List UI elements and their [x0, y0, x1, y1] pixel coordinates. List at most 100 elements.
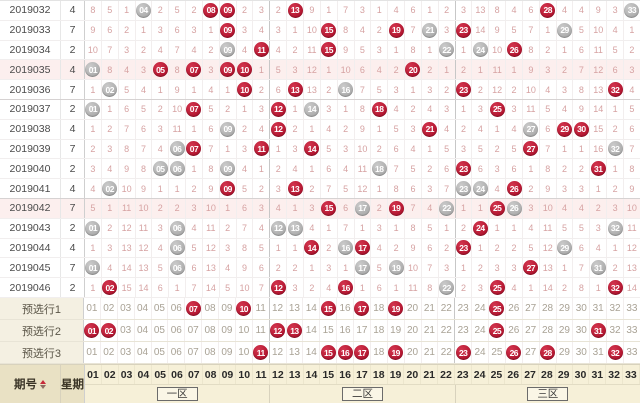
number-cell: 7 [405, 20, 422, 40]
column-number: 27 [524, 368, 536, 381]
red-ball: 02 [102, 280, 118, 296]
gray-ball: 29 [557, 240, 573, 256]
sort-icon[interactable] [40, 379, 46, 389]
number-cell: 3 [421, 179, 439, 198]
number-cell: 9 [405, 238, 422, 258]
gray-ball: 33 [624, 2, 640, 18]
number-cell: 11 [590, 40, 608, 60]
number-cell: 5 [118, 80, 136, 99]
miss-count: 2 [612, 183, 618, 194]
number-cell: 1 [270, 238, 288, 258]
number-cell: 10 [354, 139, 372, 159]
number-cell: 2 [303, 179, 321, 198]
miss-count: 6 [376, 282, 382, 293]
miss-count: 1 [376, 5, 382, 16]
number-cell: 5 [539, 99, 557, 119]
number-cell: 2 [152, 99, 170, 119]
number-cell: 1 [455, 258, 473, 278]
number-cell: 7 [101, 40, 119, 60]
number-cell: 4 [421, 99, 439, 119]
miss-count: 9 [309, 5, 315, 16]
number-cell: 01 [84, 320, 101, 341]
number-cell: 02 [100, 342, 118, 363]
number-cell: 6 [101, 20, 119, 40]
miss-count: 1 [343, 104, 349, 115]
miss-count: 3 [326, 262, 332, 273]
number-cell: 04 [135, 1, 153, 20]
number-cell: 4 [388, 99, 406, 119]
number-cell: 7 [573, 60, 591, 80]
miss-count: 1 [376, 124, 382, 135]
number-cell: 9 [522, 60, 540, 80]
miss-count: 15 [593, 124, 604, 135]
miss-count: 1 [191, 163, 197, 174]
number-cell: 31 [590, 258, 608, 278]
number-cell: 10 [169, 99, 187, 119]
miss-count: 5 [258, 242, 264, 253]
week-column-header: 星期 [61, 365, 85, 403]
miss-count: 1 [477, 203, 483, 214]
number-cell: 8 [405, 218, 422, 238]
number-cell: 14 [118, 258, 136, 278]
miss-count: 9 [410, 242, 416, 253]
miss-count: 2 [444, 242, 450, 253]
number-cell: 25 [489, 99, 507, 119]
miss-count: 12 [205, 242, 216, 253]
miss-count: 5 [343, 183, 349, 194]
miss-count: 1 [258, 163, 264, 174]
number-cell: 6 [472, 159, 490, 179]
miss-count: 2 [225, 223, 231, 234]
miss-count: 4 [225, 262, 231, 273]
zone-cell: 三区 [456, 385, 640, 403]
miss-count: 11 [408, 282, 418, 293]
number-cell: 09 [219, 40, 237, 60]
miss-count: 4 [511, 124, 517, 135]
miss-count: 7 [140, 143, 146, 154]
miss-count: 4 [545, 84, 551, 95]
red-ball: 32 [607, 345, 623, 360]
number-cell: 04 [135, 365, 153, 384]
miss-count: 6 [578, 44, 584, 55]
number-cell: 11 [253, 365, 270, 384]
number-cell: 3 [236, 20, 254, 40]
preselect-number: 16 [339, 325, 351, 336]
number-cell: 8 [354, 99, 372, 119]
number-cell: 6 [421, 238, 439, 258]
miss-count: 7 [393, 163, 399, 174]
miss-count: 3 [494, 163, 500, 174]
issue-column-header[interactable]: 期号 [0, 365, 61, 403]
miss-count: 3 [460, 5, 466, 16]
number-cell: 22 [438, 198, 456, 218]
number-cell: 32 [607, 320, 624, 341]
number-cell: 1 [85, 80, 102, 99]
preselect-row: 预选行2 01 02 03 04 05 06 07 08 09 10 11 12 13 14 15 16 17 18… [0, 320, 640, 342]
number-cell: 17 [354, 198, 372, 218]
number-cell: 22 [438, 298, 456, 319]
number-cell: 1 [287, 198, 304, 218]
miss-count: 3 [444, 104, 450, 115]
miss-count: 1 [107, 104, 113, 115]
number-cell: 1 [421, 139, 439, 159]
zone-cell: 一区 [85, 385, 271, 403]
number-cell: 4 [371, 238, 389, 258]
number-cell: 18 [370, 298, 388, 319]
number-cell: 27 [522, 365, 539, 384]
miss-count: 5 [157, 262, 163, 273]
number-cell: 3 [270, 20, 288, 40]
column-number: 17 [356, 368, 368, 381]
number-cell: 4 [118, 60, 136, 80]
red-ball: 17 [354, 240, 370, 256]
miss-count: 2 [444, 84, 450, 95]
miss-count: 13 [138, 262, 149, 273]
number-cell: 1 [455, 198, 473, 218]
gray-ball: 13 [287, 220, 303, 236]
miss-count: 3 [242, 143, 248, 154]
miss-count: 3 [545, 64, 551, 75]
miss-count: 6 [191, 262, 197, 273]
number-cell: 1 [219, 198, 237, 218]
miss-count: 8 [528, 44, 534, 55]
miss-count: 1 [292, 104, 298, 115]
miss-count: 7 [242, 223, 248, 234]
column-number: 24 [473, 368, 486, 381]
number-cell: 15 [320, 298, 338, 319]
